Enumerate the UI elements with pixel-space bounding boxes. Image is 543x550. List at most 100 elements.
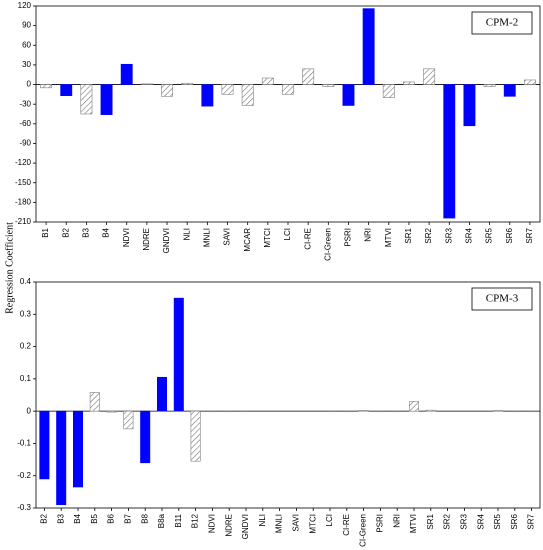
bar — [40, 84, 53, 89]
bar — [120, 63, 133, 85]
x-tick-label: NRI — [364, 228, 373, 242]
y-tick-label: -0.2 — [17, 471, 31, 480]
bar — [80, 84, 93, 115]
x-tick-label: B7 — [124, 513, 133, 523]
y-tick-label: -0.1 — [17, 439, 31, 448]
x-tick-label: B8a — [157, 513, 166, 528]
bar — [190, 410, 201, 462]
bar — [100, 84, 113, 115]
x-tick-label: B5 — [90, 513, 99, 523]
bar — [382, 84, 395, 98]
bar — [221, 84, 234, 95]
x-tick-label: MTCI — [308, 514, 317, 534]
bar — [423, 68, 436, 85]
y-tick-label: 30 — [22, 60, 31, 69]
x-tick-label: LCI — [283, 228, 292, 240]
bar — [39, 410, 50, 480]
x-tick-label: SR7 — [527, 513, 536, 529]
y-tick-label: 0 — [27, 80, 32, 89]
plot-frame — [35, 281, 541, 509]
bar — [72, 410, 84, 488]
x-tick-label: NDRE — [224, 514, 233, 537]
bar — [156, 376, 168, 412]
bar — [362, 8, 375, 85]
bar — [375, 410, 386, 413]
y-tick-label: -210 — [15, 217, 32, 226]
bar — [181, 82, 194, 85]
x-tick-label: B2 — [40, 513, 49, 523]
x-tick-label: SR3 — [444, 227, 453, 243]
x-tick-label: GNDVI — [162, 228, 171, 253]
x-tick-label: B4 — [102, 227, 111, 237]
bar — [459, 410, 470, 413]
y-tick-label: -180 — [15, 197, 32, 206]
x-tick-label: NLI — [258, 514, 267, 526]
x-tick-label: B11 — [174, 513, 183, 527]
x-tick-label: NDVI — [122, 228, 131, 247]
y-tick-label: 120 — [18, 1, 32, 10]
x-tick-label: CI-RE — [342, 514, 351, 536]
x-tick-label: B3 — [56, 513, 65, 523]
bar — [240, 410, 252, 413]
bar — [106, 410, 117, 413]
x-tick-label: MNLI — [275, 514, 284, 533]
bar — [392, 410, 403, 413]
x-tick-label: MTVI — [409, 514, 418, 533]
bar — [442, 410, 453, 413]
bar — [408, 401, 420, 412]
x-tick-label: MCAR — [243, 228, 252, 252]
bar — [341, 410, 352, 413]
chart-title: CPM-3 — [486, 293, 519, 305]
x-tick-label: CI-RE — [303, 228, 312, 250]
bar — [224, 410, 235, 413]
x-tick-label: B12 — [191, 513, 200, 528]
x-tick-label: B2 — [61, 227, 70, 237]
y-tick-label: -150 — [15, 178, 32, 187]
x-tick-label: CI-Green — [323, 228, 332, 261]
bar — [302, 68, 315, 85]
x-tick-label: SR4 — [476, 513, 485, 529]
title-box — [471, 287, 533, 311]
y-tick-label: 60 — [22, 40, 31, 49]
bar — [89, 392, 100, 412]
bar — [257, 410, 268, 413]
x-tick-label: CI-Green — [359, 514, 368, 547]
x-tick-label: LCI — [325, 514, 334, 526]
y-tick-label: -120 — [15, 158, 32, 167]
x-tick-label: GNDVI — [241, 514, 250, 539]
bar — [207, 410, 218, 413]
bar — [526, 410, 537, 413]
bar — [443, 84, 456, 219]
x-tick-label: B8 — [140, 513, 149, 523]
x-tick-label: B4 — [73, 513, 82, 523]
x-tick-label: PSRI — [344, 228, 353, 247]
bar — [161, 84, 173, 97]
x-tick-label: NDRE — [142, 228, 151, 251]
bar — [201, 84, 214, 107]
bar — [476, 410, 487, 413]
x-tick-label: B1 — [41, 227, 50, 237]
y-tick-label: -90 — [19, 139, 31, 148]
bar — [140, 410, 151, 464]
y-tick-label: -0.3 — [17, 503, 31, 512]
bar — [503, 84, 516, 97]
x-tick-label: B6 — [107, 513, 116, 523]
bar — [140, 83, 153, 85]
x-tick-label: MNLI — [202, 228, 211, 247]
bar — [342, 84, 355, 106]
x-tick-label: MTCI — [263, 228, 272, 248]
bar — [483, 84, 496, 87]
bar — [358, 410, 369, 412]
y-tick-label: 0 — [27, 406, 32, 415]
x-tick-label: SR5 — [485, 227, 494, 243]
x-tick-label: SR7 — [525, 227, 534, 243]
x-tick-label: SR1 — [404, 227, 413, 243]
bar — [282, 84, 294, 95]
x-tick-label: SR1 — [426, 513, 435, 529]
bar — [523, 79, 536, 85]
y-tick-label: 0.3 — [20, 309, 32, 318]
x-tick-label: SR6 — [510, 513, 519, 529]
x-tick-label: MTVI — [384, 228, 393, 247]
x-tick-label: SR2 — [424, 227, 433, 243]
bar — [291, 410, 302, 413]
